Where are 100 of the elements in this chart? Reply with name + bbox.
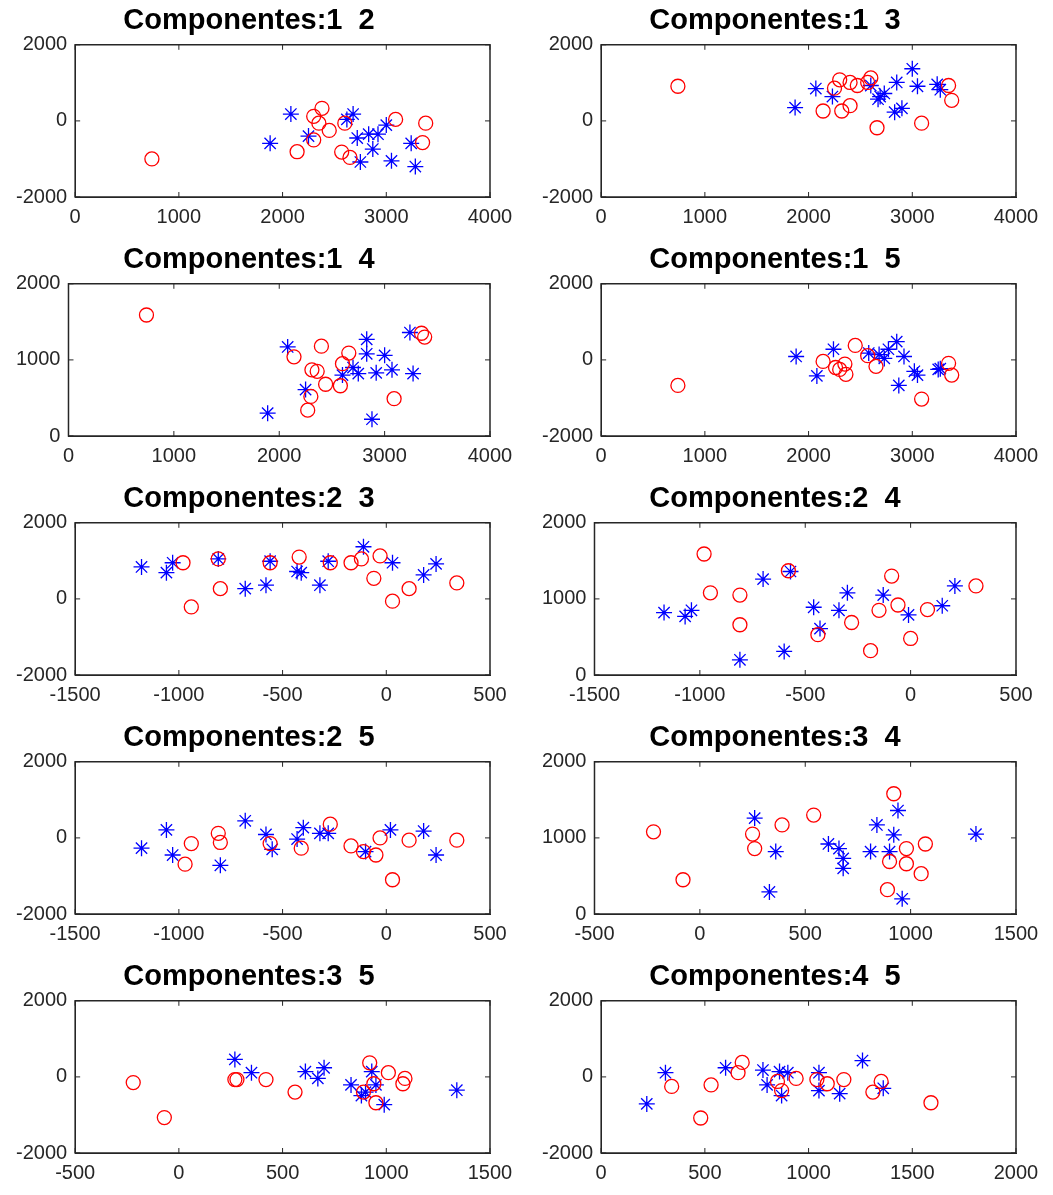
x-tick-label: 2000 — [260, 204, 305, 227]
point — [258, 1071, 274, 1088]
point — [823, 87, 842, 106]
point — [758, 1076, 776, 1094]
point — [886, 786, 902, 802]
point — [853, 1051, 872, 1070]
point — [292, 564, 310, 582]
point — [304, 362, 320, 378]
point — [849, 77, 865, 94]
x-tick-label: 1500 — [467, 1160, 513, 1183]
x-tick-label: 1000 — [682, 443, 728, 466]
point — [360, 125, 378, 143]
point — [832, 361, 848, 378]
point — [212, 580, 228, 597]
chart-title: Componentes:1 2 — [123, 3, 375, 36]
point — [917, 836, 934, 852]
point — [262, 835, 278, 852]
x-tick-label: 4000 — [467, 204, 513, 227]
point — [163, 554, 182, 572]
y-tick-label: 2000 — [22, 510, 68, 533]
point — [834, 859, 852, 877]
point — [898, 840, 915, 857]
point — [837, 356, 853, 372]
point — [296, 1062, 315, 1081]
x-tick-label: 0 — [380, 682, 392, 705]
point — [175, 555, 191, 571]
point — [824, 340, 843, 358]
point — [303, 388, 319, 405]
point — [414, 134, 431, 151]
point — [788, 1070, 804, 1087]
point — [163, 846, 182, 864]
point — [913, 866, 929, 882]
point — [774, 817, 790, 833]
point — [787, 347, 805, 366]
y-tick-label: 0 — [582, 347, 594, 370]
point — [287, 1084, 303, 1100]
y-tick-label: 0 — [582, 1064, 594, 1087]
point — [860, 344, 878, 362]
y-tick-label: -2000 — [542, 1140, 594, 1163]
x-tick-label: -500 — [262, 921, 303, 944]
y-tick-label: 2000 — [548, 271, 594, 294]
point — [730, 1065, 746, 1081]
point — [670, 377, 686, 394]
x-tick-label: 3000 — [890, 204, 935, 227]
point — [670, 78, 686, 94]
point — [313, 338, 330, 354]
x-tick-label: -1000 — [153, 682, 205, 705]
point — [315, 1059, 333, 1077]
x-tick-label: 4000 — [993, 204, 1039, 227]
y-tick-label: 0 — [56, 825, 68, 848]
point — [309, 1069, 327, 1088]
y-tick-label: 0 — [56, 108, 68, 131]
point — [834, 103, 850, 119]
x-tick-label: 2000 — [786, 204, 831, 227]
point — [888, 332, 906, 351]
point — [655, 603, 673, 622]
point — [183, 599, 199, 615]
y-tick-label: 2000 — [548, 32, 594, 55]
point — [862, 76, 880, 95]
point — [806, 807, 822, 823]
point — [306, 108, 322, 124]
point — [294, 818, 312, 837]
point — [321, 122, 337, 139]
point — [309, 363, 325, 379]
point — [885, 826, 903, 844]
point — [903, 60, 921, 78]
point — [368, 1095, 384, 1111]
point — [815, 353, 831, 370]
point — [886, 103, 904, 121]
point — [838, 366, 854, 383]
point — [449, 575, 465, 591]
x-tick-label: 4000 — [467, 443, 513, 466]
point — [332, 378, 349, 394]
point — [862, 643, 879, 659]
point — [353, 551, 370, 567]
point — [767, 842, 785, 861]
point — [830, 601, 848, 619]
point — [226, 1050, 244, 1069]
point — [375, 346, 394, 364]
point — [811, 619, 829, 638]
point — [449, 832, 465, 848]
point — [375, 1096, 393, 1114]
y-tick-label: -2000 — [542, 184, 594, 207]
point — [838, 584, 857, 602]
point — [968, 578, 984, 594]
chart-title: Componentes:1 5 — [649, 242, 901, 275]
point — [144, 151, 160, 167]
point — [395, 1076, 411, 1092]
y-tick-label: 0 — [49, 423, 61, 446]
point — [879, 340, 898, 358]
point — [334, 144, 350, 160]
point — [322, 816, 338, 832]
point — [702, 585, 719, 601]
point — [754, 1061, 772, 1079]
x-tick-label: 500 — [473, 921, 507, 944]
point — [732, 617, 748, 633]
point — [364, 140, 382, 158]
point — [368, 847, 384, 863]
point — [289, 144, 305, 160]
point — [940, 355, 957, 371]
